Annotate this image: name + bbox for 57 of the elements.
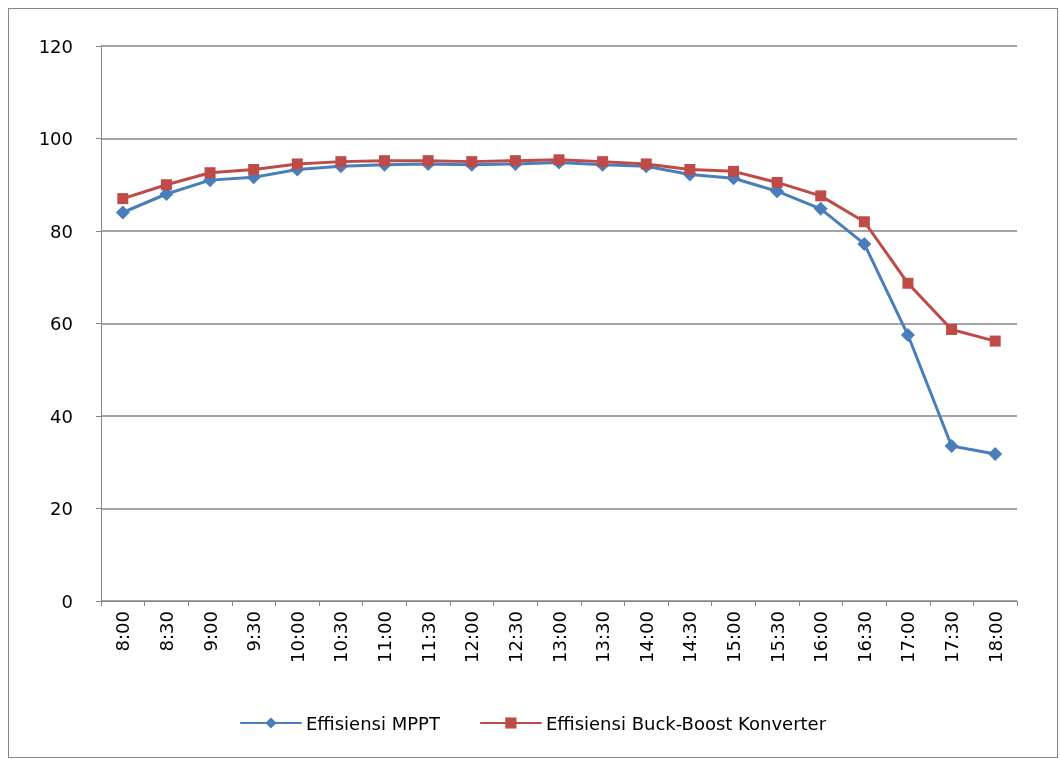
point bbox=[379, 155, 391, 167]
legend-label: Effisiensi Buck-Boost Konverter bbox=[545, 712, 827, 734]
x-tick-label: 17:00 bbox=[897, 611, 919, 663]
x-tick-label: 10:00 bbox=[286, 611, 308, 663]
x-tick-label: 14:00 bbox=[635, 611, 657, 663]
point bbox=[989, 335, 1001, 347]
point bbox=[684, 163, 696, 175]
point bbox=[597, 156, 609, 168]
point bbox=[944, 439, 959, 454]
y-tick-label: 0 bbox=[61, 590, 73, 612]
x-tick-label: 17:30 bbox=[941, 611, 963, 663]
x-tick-label: 13:30 bbox=[592, 611, 614, 663]
point bbox=[858, 216, 870, 228]
point bbox=[946, 324, 958, 336]
point bbox=[335, 156, 347, 168]
x-tick-label: 13:00 bbox=[548, 611, 570, 663]
x-tick-label: 15:30 bbox=[766, 611, 788, 663]
point bbox=[204, 167, 216, 179]
x-tick-label: 8:30 bbox=[155, 611, 177, 652]
y-tick-label: 80 bbox=[50, 220, 73, 242]
y-tick-label: 20 bbox=[50, 498, 73, 519]
y-tick-label: 120 bbox=[38, 35, 73, 57]
y-tick-label: 40 bbox=[50, 405, 73, 427]
x-tick-label: 18:00 bbox=[984, 611, 1006, 663]
x-tick-label: 12:00 bbox=[461, 611, 483, 663]
point bbox=[115, 205, 130, 220]
legend-label: Effisiensi MPPT bbox=[305, 712, 441, 734]
x-tick-label: 11:00 bbox=[374, 611, 396, 663]
point bbox=[422, 155, 434, 167]
x-tick-label: 14:30 bbox=[679, 611, 701, 663]
x-tick-label: 9:00 bbox=[199, 611, 221, 652]
point bbox=[815, 190, 827, 202]
y-tick-label: 100 bbox=[38, 128, 73, 149]
x-tick-label: 15:00 bbox=[722, 611, 744, 663]
point bbox=[248, 163, 260, 175]
point bbox=[640, 158, 652, 170]
point bbox=[857, 236, 872, 251]
point bbox=[902, 277, 914, 289]
x-tick-label: 12:30 bbox=[504, 611, 526, 663]
x-tick-label: 9:30 bbox=[243, 611, 265, 652]
x-tick-label: 16:30 bbox=[853, 611, 875, 663]
point bbox=[117, 193, 129, 205]
x-tick-label: 10:30 bbox=[330, 611, 352, 663]
point bbox=[160, 179, 172, 191]
point bbox=[509, 155, 521, 167]
x-tick-label: 8:00 bbox=[112, 611, 134, 652]
x-tick-label: 11:30 bbox=[417, 611, 439, 663]
point bbox=[291, 158, 303, 170]
point bbox=[553, 154, 565, 166]
x-tick-label: 16:00 bbox=[810, 611, 832, 663]
point bbox=[727, 165, 739, 177]
point bbox=[771, 176, 783, 188]
y-tick-label: 60 bbox=[50, 313, 73, 334]
point bbox=[988, 446, 1003, 461]
point bbox=[466, 156, 478, 168]
point bbox=[900, 328, 915, 343]
point bbox=[813, 201, 828, 216]
